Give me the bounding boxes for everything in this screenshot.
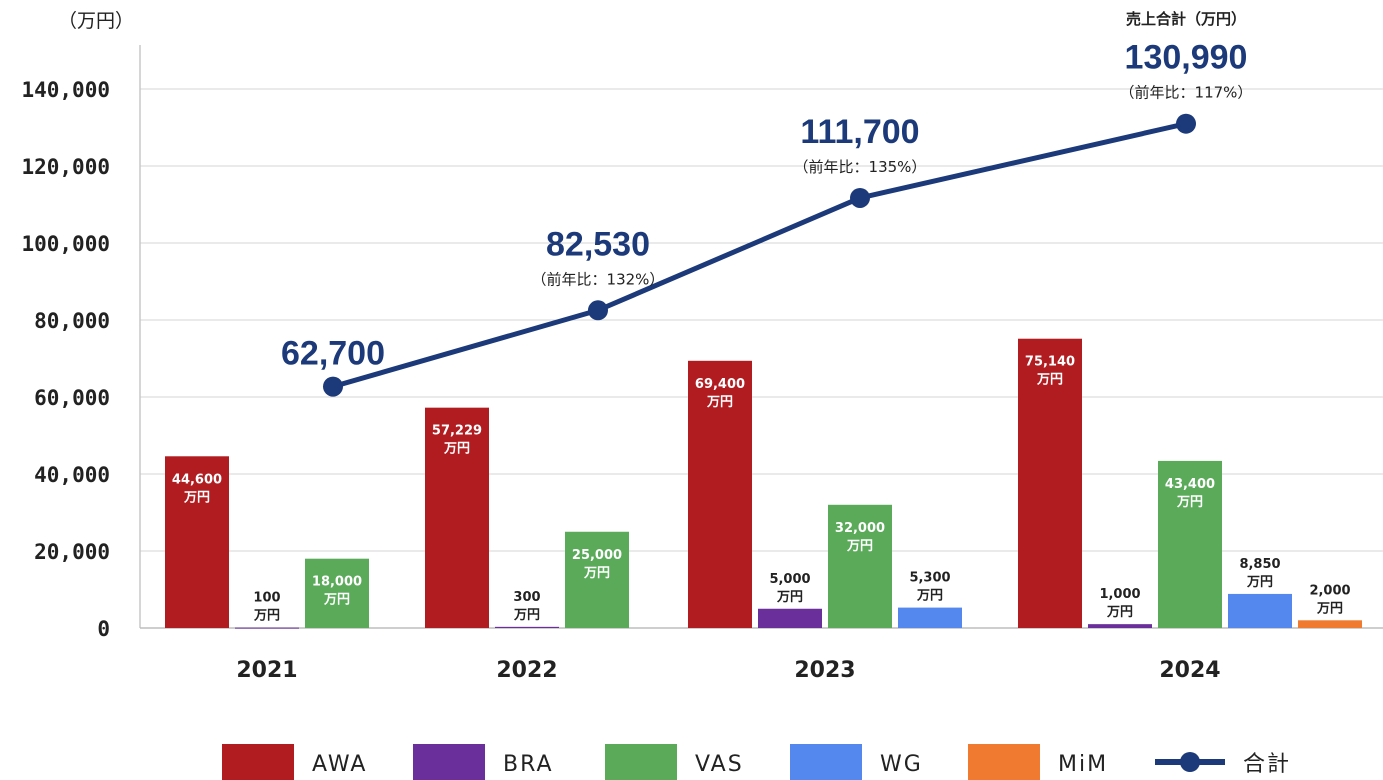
bar-unit-label: 万円	[846, 539, 873, 554]
bar-value-label: 1,000	[1099, 587, 1140, 602]
yoy-label: （前年比：117%）	[1120, 84, 1253, 102]
bar-unit-label: 万円	[1106, 605, 1133, 620]
bar-bra-2023	[758, 608, 822, 628]
bar-value-label: 57,229	[432, 424, 482, 439]
x-tick-label: 2024	[1159, 658, 1220, 683]
bar-unit-label: 万円	[1176, 495, 1203, 510]
bar-unit-label: 万円	[323, 593, 350, 608]
bar-awa-2022	[425, 407, 489, 628]
bar-value-label: 100	[253, 591, 280, 606]
bar-unit-label: 万円	[513, 608, 540, 623]
bar-vas-2024	[1158, 460, 1222, 628]
legend-swatch-vas	[605, 744, 677, 780]
y-tick-label: 80,000	[34, 309, 110, 333]
bar-value-label: 44,600	[172, 472, 222, 487]
bar-value-label: 5,000	[769, 572, 810, 587]
bar-bra-2024	[1088, 624, 1152, 628]
bar-value-label: 2,000	[1309, 583, 1350, 598]
legend: AWA BRA VAS WG MiM 合計	[222, 744, 1291, 780]
bar-awa-2024	[1018, 338, 1082, 628]
bars: 44,600 万円 100 万円 18,000 万円 57,229 万円 300 万円 25,000…	[165, 338, 1362, 629]
bar-bra-2022	[495, 626, 559, 628]
bar-awa-2021	[165, 456, 229, 628]
legend-label-wg: WG	[880, 752, 923, 777]
y-axis: （万円） 0 20,000 40,000 60,000 80,000 100,000 120,…	[21, 10, 134, 641]
legend-label-vas: VAS	[695, 752, 744, 777]
y-tick-label: 100,000	[21, 232, 110, 256]
bar-unit-label: 万円	[253, 609, 280, 624]
bar-value-label: 5,300	[909, 571, 950, 586]
bar-awa-2023	[688, 360, 752, 628]
legend-swatch-total-dot	[1180, 752, 1200, 772]
bar-value-label: 300	[513, 590, 540, 605]
x-tick-label: 2023	[794, 658, 855, 683]
total-value-label: 62,700	[281, 335, 385, 373]
total-value-label: 130,990	[1125, 39, 1248, 77]
yoy-label: （前年比：132%）	[532, 270, 665, 288]
total-value-label: 111,700	[800, 113, 919, 151]
legend-swatch-mim	[968, 744, 1040, 780]
legend-label-total: 合計	[1243, 752, 1291, 777]
bar-vas-2021	[305, 558, 369, 628]
bar-vas-2022	[565, 531, 629, 628]
x-tick-label: 2021	[236, 658, 297, 683]
total-point-2022	[588, 300, 608, 321]
legend-label-awa: AWA	[312, 752, 367, 777]
y-tick-label: 60,000	[34, 386, 110, 410]
bar-value-label: 32,000	[835, 521, 885, 536]
bar-unit-label: 万円	[1036, 373, 1063, 388]
yoy-label: （前年比：135%）	[794, 158, 927, 176]
legend-label-bra: BRA	[503, 752, 554, 777]
bar-value-label: 43,400	[1165, 477, 1215, 492]
x-tick-label: 2022	[496, 658, 557, 683]
y-unit-label: （万円）	[58, 10, 134, 32]
legend-swatch-wg	[790, 744, 862, 780]
bar-value-label: 18,000	[312, 575, 362, 590]
bar-unit-label: 万円	[1316, 601, 1343, 616]
total-point-2021	[323, 376, 343, 397]
y-tick-label: 120,000	[21, 155, 110, 179]
bar-value-label: 75,140	[1025, 355, 1075, 370]
x-axis: 2021 2022 2023 2024	[236, 658, 1220, 683]
y-tick-label: 140,000	[21, 78, 110, 102]
y-tick-label: 40,000	[34, 463, 110, 487]
bar-wg-2024	[1228, 593, 1292, 628]
bar-unit-label: 万円	[443, 442, 470, 457]
bar-unit-label: 万円	[1246, 575, 1273, 590]
bar-unit-label: 万円	[583, 566, 610, 581]
bar-unit-label: 万円	[776, 590, 803, 605]
bar-wg-2023	[898, 607, 962, 628]
total-point-2024	[1176, 113, 1196, 134]
bar-value-label: 69,400	[695, 377, 745, 392]
bar-unit-label: 万円	[916, 589, 943, 604]
bar-value-label: 25,000	[572, 548, 622, 563]
total-point-2023	[850, 187, 870, 208]
y-tick-label: 20,000	[34, 540, 110, 564]
bar-vas-2023	[828, 504, 892, 628]
bar-unit-label: 万円	[183, 490, 210, 505]
bar-mim-2024	[1298, 620, 1362, 628]
y-tick-label: 0	[97, 617, 110, 641]
total-header: 売上合計（万円）	[1126, 10, 1246, 28]
legend-swatch-awa	[222, 744, 294, 780]
total-line: 62,700 82,530 （前年比：132%） 111,700 （前年比：135%） 1…	[281, 10, 1252, 397]
bar-unit-label: 万円	[706, 395, 733, 410]
total-value-label: 82,530	[546, 225, 650, 263]
bar-bra-2021	[235, 627, 299, 629]
bar-value-label: 8,850	[1239, 557, 1280, 572]
total-line-path	[332, 121, 1187, 390]
legend-label-mim: MiM	[1058, 752, 1108, 777]
legend-swatch-bra	[413, 744, 485, 780]
